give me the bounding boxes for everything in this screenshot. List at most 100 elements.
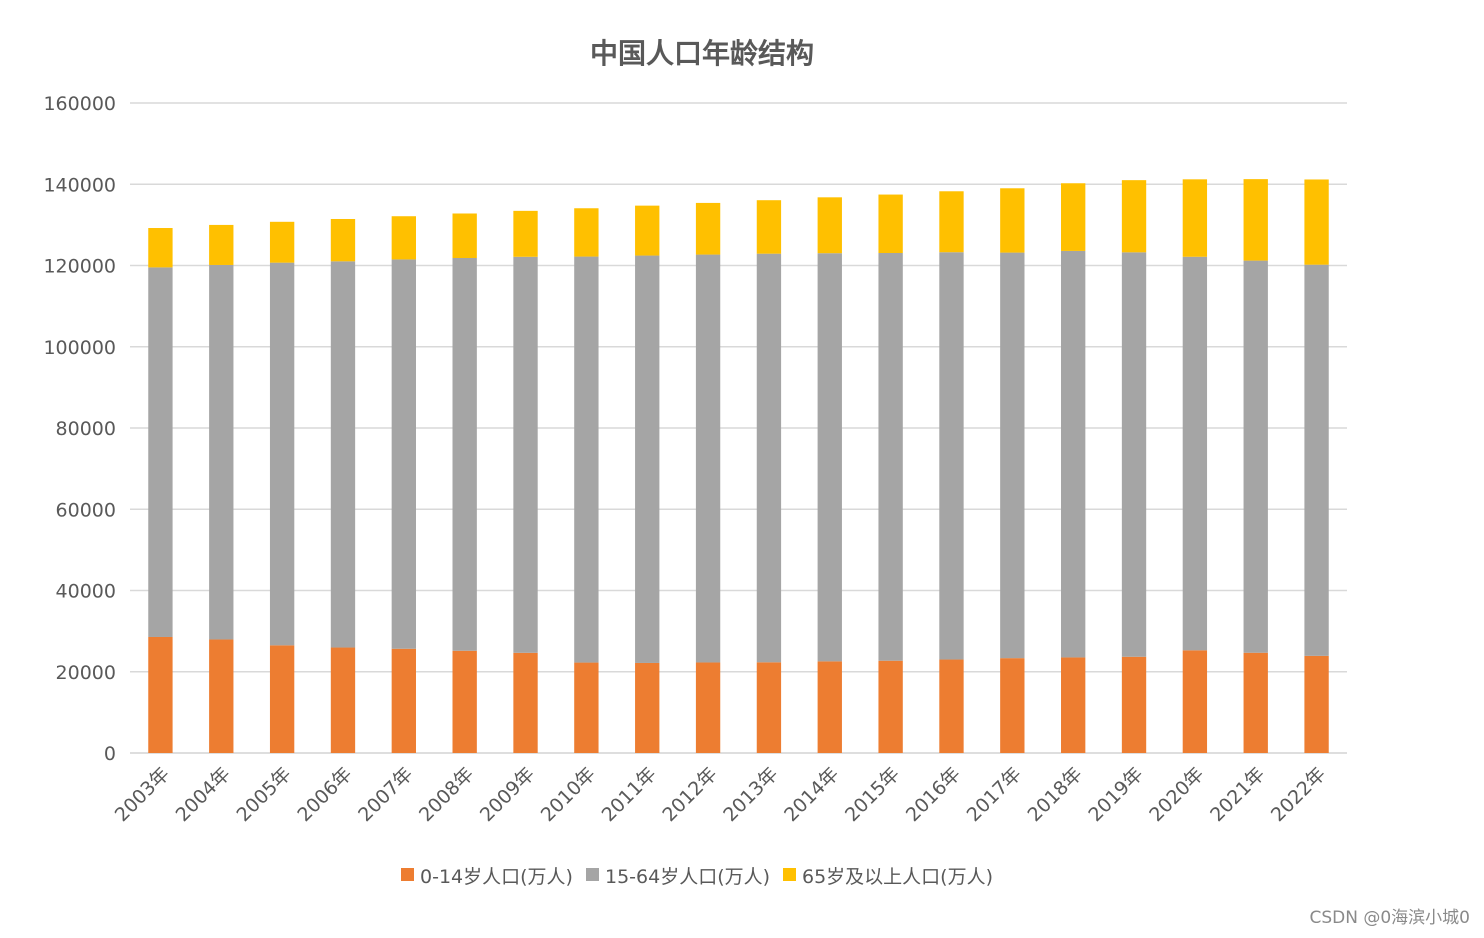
bar-segment-age-65-plus [1000, 188, 1025, 253]
bar-segment-age-65-plus [817, 197, 842, 254]
x-tick-label: 2019年 [1084, 763, 1147, 826]
legend: 0-14岁人口(万人) 15-64岁人口(万人) 65岁及以上人口(万人) [401, 866, 993, 888]
x-tick-label: 2013年 [719, 763, 782, 826]
bar-segment-age-15-64 [1243, 260, 1268, 653]
bar-segment-age-0-14 [574, 662, 599, 753]
bar-segment-age-65-plus [1121, 180, 1147, 253]
bar-segment-age-0-14 [939, 659, 964, 753]
bar-segment-age-15-64 [574, 256, 599, 663]
bar-segment-age-15-64 [756, 253, 782, 663]
x-axis-tick-labels: 2003年2004年2005年2006年2007年2008年2009年2010年… [111, 763, 1330, 826]
bar-segment-age-15-64 [1182, 256, 1208, 651]
bar-segment-age-65-plus [1182, 179, 1208, 257]
x-tick-label: 2017年 [963, 763, 1026, 826]
bar-segment-age-0-14 [269, 645, 295, 753]
bar-segment-age-65-plus [635, 205, 660, 256]
y-tick-label: 60000 [56, 499, 116, 521]
bar-segment-age-0-14 [452, 650, 477, 753]
bar-segment-age-0-14 [391, 648, 416, 753]
bar-segment-age-15-64 [695, 254, 721, 663]
y-tick-label: 80000 [56, 418, 116, 440]
bar-segment-age-0-14 [330, 647, 356, 753]
bars [148, 179, 1329, 753]
legend-label: 15-64岁人口(万人) [605, 866, 770, 888]
x-tick-label: 2005年 [232, 763, 295, 826]
x-tick-label: 2011年 [598, 763, 661, 826]
legend-swatch [401, 868, 414, 881]
legend-item: 15-64岁人口(万人) [586, 866, 770, 888]
bar-segment-age-65-plus [209, 224, 234, 265]
bar-segment-age-15-64 [817, 253, 842, 662]
legend-item: 65岁及以上人口(万人) [783, 866, 993, 888]
bar-segment-age-15-64 [269, 262, 295, 646]
x-tick-label: 2006年 [293, 763, 356, 826]
bar-segment-age-0-14 [148, 636, 173, 753]
bar-segment-age-65-plus [391, 216, 416, 260]
x-tick-label: 2007年 [354, 763, 417, 826]
y-tick-label: 0 [104, 743, 116, 765]
y-tick-label: 120000 [43, 256, 116, 278]
x-tick-label: 2014年 [780, 763, 843, 826]
bar-segment-age-65-plus [330, 218, 356, 262]
gridlines [130, 102, 1347, 754]
y-axis-tick-labels: 0 20000 40000 60000 80000 100000 120000 140000 1… [43, 93, 116, 765]
bar-segment-age-65-plus [513, 210, 538, 257]
bar-segment-age-0-14 [209, 639, 234, 753]
bar-segment-age-0-14 [817, 661, 842, 753]
bar-segment-age-0-14 [695, 662, 721, 753]
bar-segment-age-15-64 [209, 264, 234, 640]
bar-segment-age-65-plus [1061, 183, 1086, 251]
x-tick-label: 2012年 [658, 763, 721, 826]
bar-segment-age-65-plus [1243, 179, 1268, 261]
bar-segment-age-15-64 [391, 259, 416, 649]
bar-segment-age-0-14 [1304, 655, 1329, 753]
bar-segment-age-65-plus [878, 194, 903, 254]
bar-segment-age-65-plus [695, 202, 721, 255]
bar-segment-age-15-64 [1121, 252, 1147, 657]
y-tick-label: 100000 [43, 337, 116, 359]
bar-segment-age-65-plus [269, 221, 295, 263]
bar-segment-age-0-14 [1121, 656, 1147, 753]
x-tick-label: 2016年 [902, 763, 965, 826]
bar-segment-age-0-14 [635, 662, 660, 753]
x-tick-label: 2021年 [1206, 763, 1269, 826]
x-tick-label: 2010年 [537, 763, 600, 826]
chart-title: 中国人口年龄结构 [590, 37, 814, 70]
x-tick-label: 2015年 [841, 763, 904, 826]
bar-segment-age-65-plus [939, 191, 964, 253]
y-tick-label: 40000 [56, 581, 116, 603]
legend-swatch [783, 868, 796, 881]
bar-segment-age-15-64 [148, 267, 173, 637]
x-tick-label: 2004年 [172, 763, 235, 826]
bar-segment-age-0-14 [1000, 658, 1025, 753]
x-tick-label: 2008年 [415, 763, 478, 826]
y-tick-label: 140000 [43, 174, 116, 196]
legend-label: 65岁及以上人口(万人) [802, 866, 993, 888]
bar-segment-age-15-64 [513, 256, 538, 653]
y-tick-label: 160000 [43, 93, 116, 115]
bar-segment-age-65-plus [1304, 179, 1329, 265]
bar-segment-age-0-14 [878, 660, 903, 753]
bar-segment-age-0-14 [1061, 657, 1086, 753]
bar-segment-age-65-plus [574, 208, 599, 257]
bar-segment-age-0-14 [513, 652, 538, 753]
watermark: CSDN @0海滨小城0 [1309, 908, 1470, 928]
x-tick-label: 2020年 [1145, 763, 1208, 826]
bar-segment-age-65-plus [452, 213, 477, 259]
bar-segment-age-65-plus [756, 200, 782, 254]
bar-segment-age-0-14 [1182, 650, 1208, 753]
legend-label: 0-14岁人口(万人) [420, 866, 573, 888]
bar-segment-age-15-64 [939, 252, 964, 660]
bar-segment-age-0-14 [1243, 652, 1268, 753]
x-tick-label: 2003年 [111, 763, 174, 826]
x-tick-label: 2022年 [1267, 763, 1330, 826]
bar-segment-age-15-64 [452, 258, 477, 651]
x-tick-label: 2018年 [1024, 763, 1087, 826]
bar-segment-age-15-64 [878, 253, 903, 661]
bar-segment-age-15-64 [1061, 250, 1086, 658]
x-tick-label: 2009年 [476, 763, 539, 826]
y-tick-label: 20000 [56, 662, 116, 684]
bar-segment-age-15-64 [1000, 252, 1025, 659]
legend-item: 0-14岁人口(万人) [401, 866, 573, 888]
